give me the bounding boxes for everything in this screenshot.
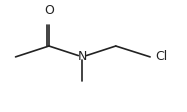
Text: Cl: Cl [155,50,167,63]
Text: O: O [44,4,54,17]
Text: N: N [78,50,87,63]
